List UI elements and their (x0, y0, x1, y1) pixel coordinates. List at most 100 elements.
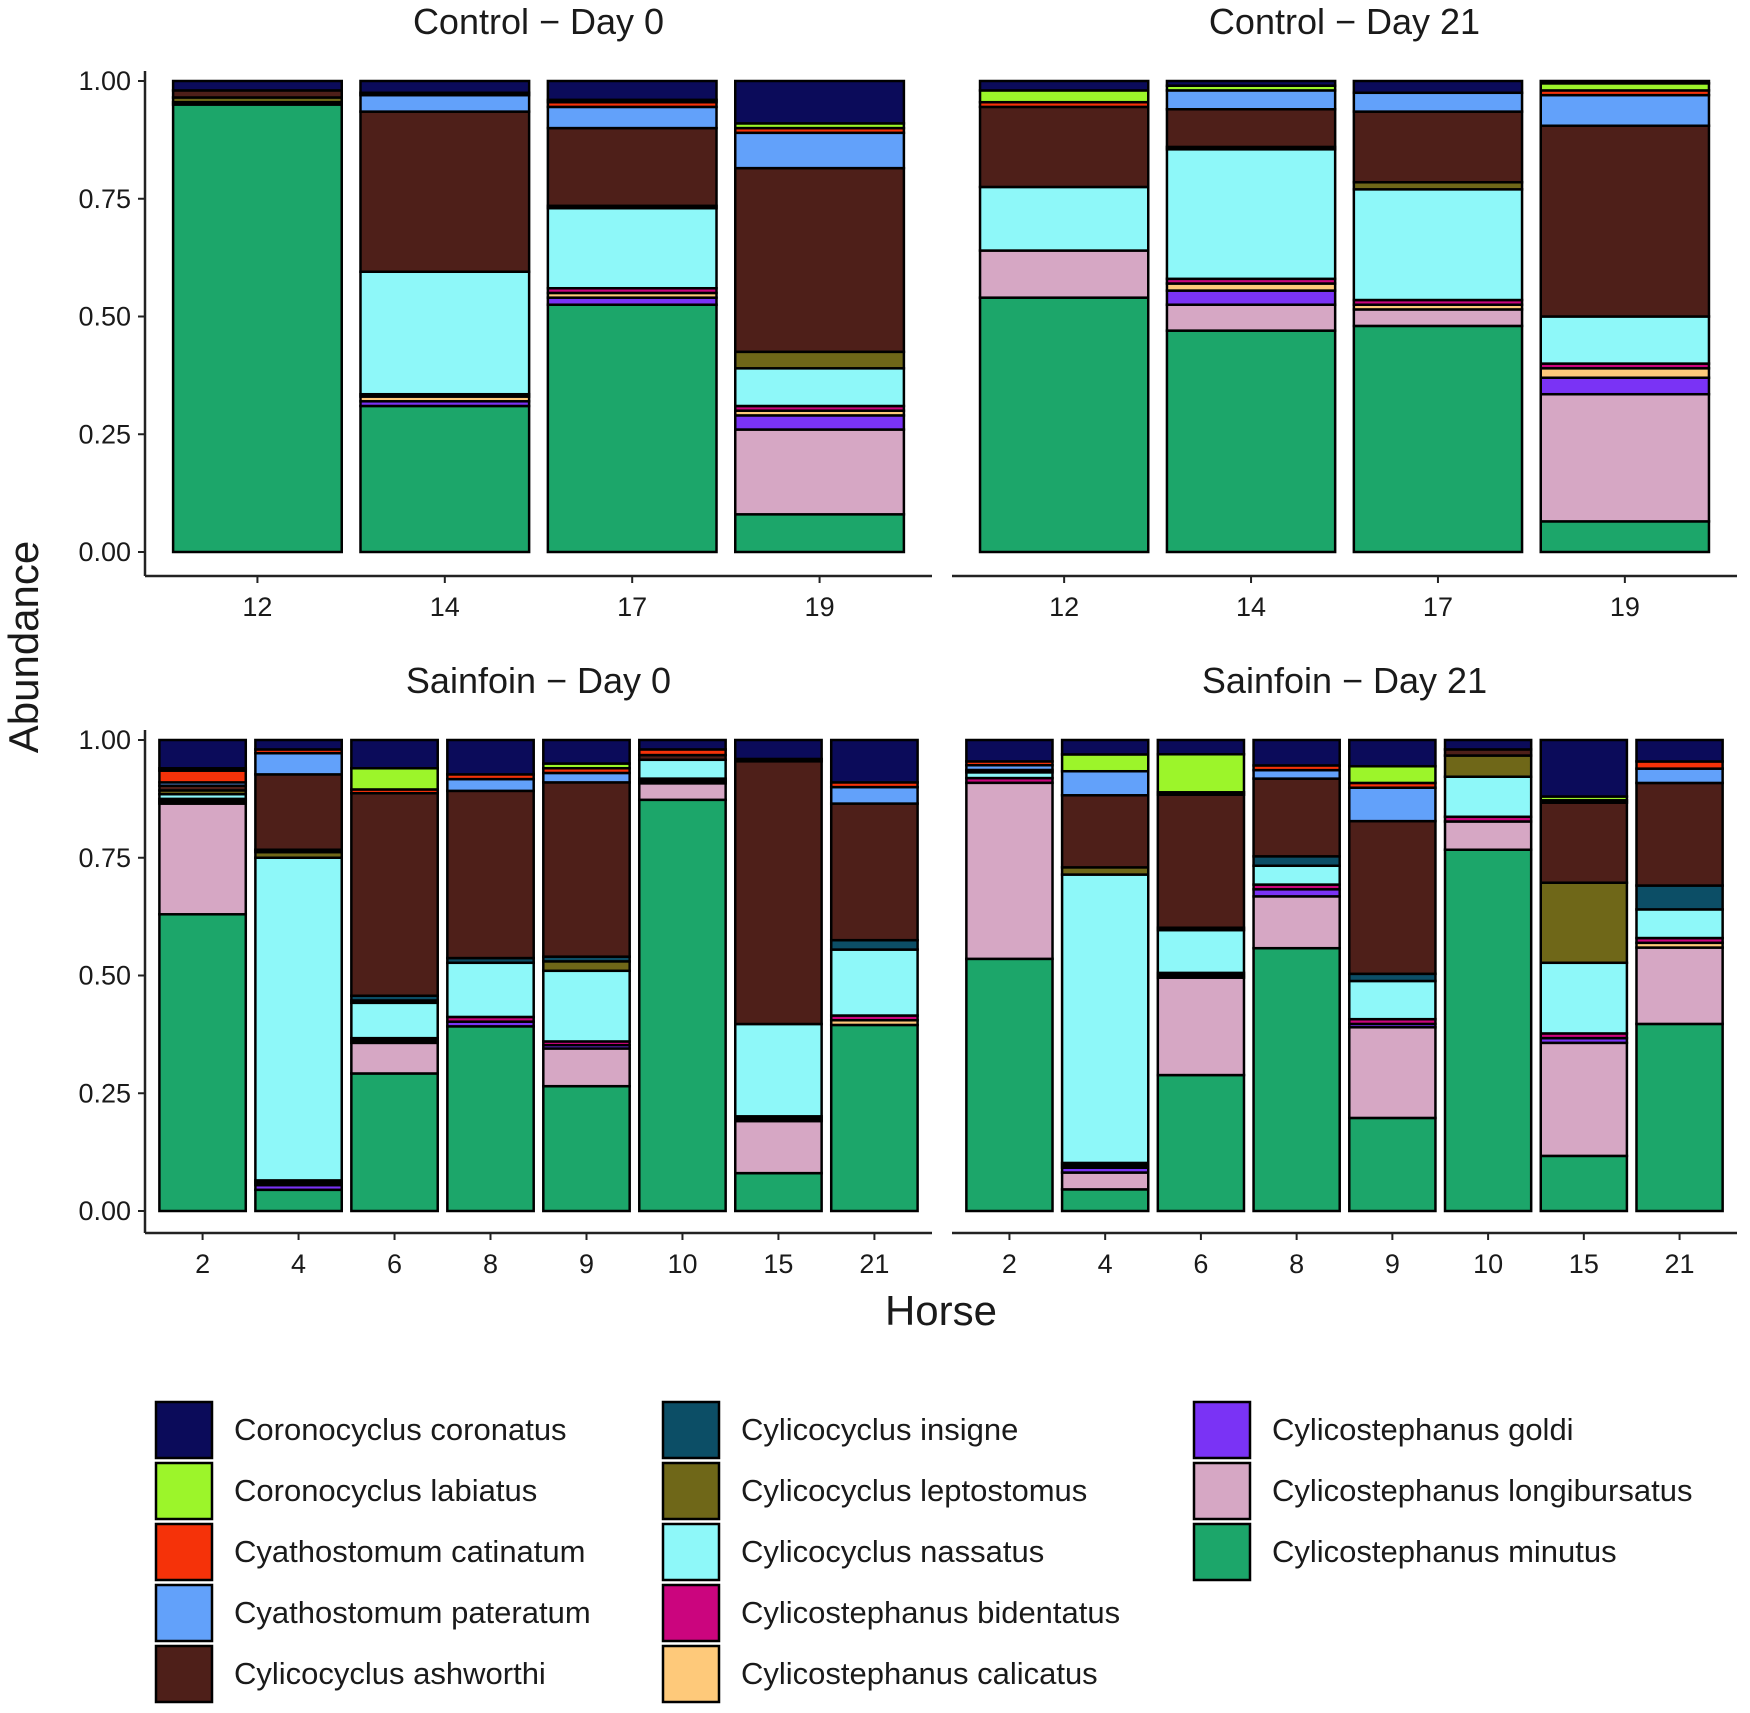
legend-item: Cylicocyclus leptostomus (661, 1461, 1087, 1521)
x-tick-label: 6 (1193, 1249, 1208, 1279)
facet-title: Sainfoin − Day 21 (1202, 660, 1487, 701)
x-tick-label: 9 (579, 1249, 594, 1279)
legend-key (661, 1522, 721, 1582)
bar-horse-21 (1635, 738, 1724, 1213)
bar-horse-6 (1156, 738, 1246, 1213)
bar-segment (542, 738, 631, 765)
bar-segment (734, 760, 823, 1026)
bar-segment (254, 738, 343, 751)
x-tick-label: 4 (291, 1249, 306, 1279)
x-tick-label: 10 (1473, 1249, 1503, 1279)
bar-segment (734, 414, 906, 431)
bar-segment (1165, 108, 1337, 149)
bar-segment (829, 948, 919, 1017)
bar-segment (350, 738, 439, 770)
legend-item: Cylicocyclus nassatus (661, 1522, 1044, 1582)
x-tick-label: 21 (859, 1249, 889, 1279)
bar-segment (1539, 520, 1711, 554)
bar-segment (638, 758, 727, 780)
y-tick-label: 0.75 (78, 184, 131, 214)
bar-segment (1539, 392, 1711, 523)
bar-segment (1352, 188, 1524, 302)
x-tick-label: 4 (1098, 1249, 1113, 1279)
bar-horse-9 (542, 738, 631, 1213)
bar-segment (1060, 873, 1150, 1165)
bar-segment (1165, 329, 1337, 554)
legend-label: Cyathostomum catinatum (234, 1534, 585, 1569)
y-tick-label: 1.00 (78, 725, 131, 755)
legend-label: Cylicocyclus nassatus (741, 1534, 1044, 1569)
legend-key (154, 1644, 214, 1704)
legend-key (661, 1583, 721, 1643)
legend-item: Cylicostephanus goldi (1192, 1400, 1574, 1460)
bar-segment (546, 206, 718, 290)
bar-segment (1060, 769, 1150, 797)
bar-segment (546, 105, 718, 130)
bar-segment (1252, 895, 1341, 950)
x-tick-label: 17 (617, 592, 647, 622)
x-tick-label: 8 (1289, 1249, 1304, 1279)
bar-segment (1539, 1041, 1629, 1158)
legend-label: Cylicostephanus longibursatus (1272, 1473, 1692, 1508)
bar-segment (734, 79, 906, 125)
legend-label: Cylicocyclus insigne (741, 1412, 1018, 1447)
bar-segment (359, 79, 531, 95)
bar-segment (542, 781, 631, 958)
bar-segment (734, 1171, 823, 1213)
bar-segment (1165, 303, 1337, 332)
bar-segment (446, 789, 535, 960)
bar-segment (734, 131, 906, 170)
x-tick-label: 12 (242, 592, 272, 622)
bar-segment (1443, 848, 1533, 1213)
bar-segment (734, 367, 906, 408)
bar-segment (542, 960, 631, 973)
bar-segment (1352, 324, 1524, 554)
bar-segment (1443, 775, 1533, 819)
bar-segment (254, 1188, 343, 1213)
legend: Coronocyclus coronatus Coronocyclus labia… (154, 1400, 1692, 1704)
bar-segment (1252, 946, 1341, 1213)
bar-segment (734, 428, 906, 516)
bar-segment (1539, 93, 1711, 127)
legend-key (1192, 1522, 1252, 1582)
legend-key (154, 1522, 214, 1582)
bar-segment (1352, 110, 1524, 184)
bar-segment (734, 1022, 823, 1118)
bar-segment (446, 1025, 535, 1213)
legend-item: Cyathostomum pateratum (154, 1583, 591, 1643)
bar-segment (1539, 738, 1629, 798)
bar-segment (1352, 79, 1524, 95)
bar-horse-8 (1252, 738, 1341, 1213)
bar-segment (1635, 884, 1724, 911)
bar-segment (359, 110, 531, 274)
legend-label: Cylicocyclus leptostomus (741, 1473, 1087, 1508)
bar-segment (1539, 881, 1629, 965)
bar-segment (734, 738, 823, 761)
legend-label: Cylicostephanus minutus (1272, 1534, 1617, 1569)
legend-key (1192, 1400, 1252, 1460)
bar-horse-9 (1348, 738, 1437, 1213)
x-tick-label: 12 (1049, 592, 1079, 622)
bar-segment (1252, 738, 1341, 767)
x-tick-label: 15 (1569, 1249, 1599, 1279)
legend-key (661, 1644, 721, 1704)
legend-item: Coronocyclus labiatus (154, 1461, 537, 1521)
y-axis-title: Abundance (0, 541, 47, 754)
bar-segment (446, 961, 535, 1019)
x-tick-label: 15 (763, 1249, 793, 1279)
x-tick-label: 6 (387, 1249, 402, 1279)
bar-segment (829, 1023, 919, 1213)
bar-horse-15 (734, 738, 823, 1213)
bar-segment (1165, 148, 1337, 281)
legend-key (661, 1461, 721, 1521)
bar-segment (638, 798, 727, 1213)
bar-segment (1539, 376, 1711, 396)
legend-key (154, 1583, 214, 1643)
bar-segment (1635, 908, 1724, 940)
legend-label: Cylicostephanus bidentatus (741, 1595, 1120, 1630)
bar-segment (1060, 794, 1150, 869)
bar-segment (965, 781, 1054, 961)
bar-segment (1539, 961, 1629, 1035)
legend-label: Coronocyclus coronatus (234, 1412, 567, 1447)
